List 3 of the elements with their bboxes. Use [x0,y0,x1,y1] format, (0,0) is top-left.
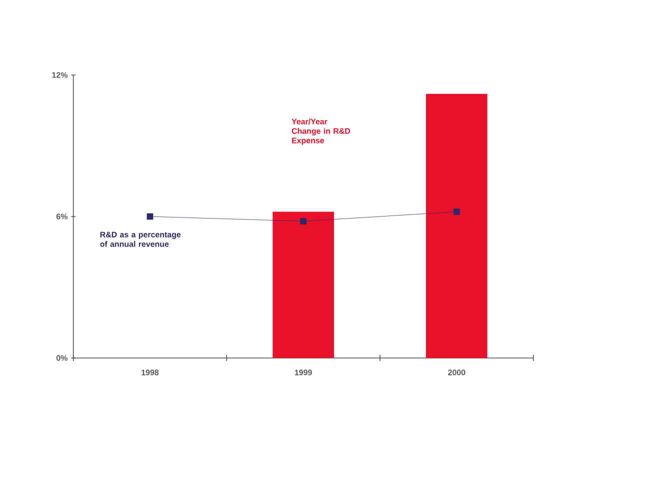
point [453,208,460,215]
point [146,213,154,220]
point [300,218,307,224]
